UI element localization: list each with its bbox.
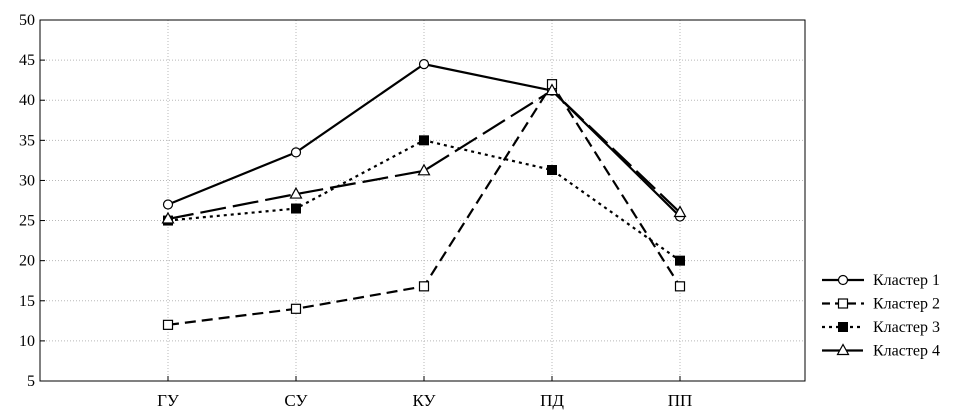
y-tick-label: 50 (19, 12, 35, 29)
legend-label: Кластер 3 (873, 319, 940, 336)
legend-item: Кластер 2 (822, 296, 940, 313)
y-axis-ticks: 5 10 15 20 25 30 35 40 45 50 (19, 12, 45, 390)
data-point (291, 203, 301, 214)
y-tick-label: 20 (19, 253, 35, 270)
y-tick-label: 40 (19, 92, 35, 109)
x-tick-label: ГУ (157, 391, 180, 410)
data-point (675, 255, 685, 266)
series-line (167, 89, 681, 221)
legend-marker (837, 274, 849, 286)
plot-frame (39, 19, 806, 382)
legend-item: Кластер 3 (822, 319, 940, 336)
data-point (417, 163, 431, 176)
y-tick-label: 5 (27, 373, 35, 390)
legend: Кластер 1 Кластер 2 Кластер 3 Кластер 4 (822, 272, 940, 360)
legend-item: Кластер 4 (822, 343, 940, 360)
data-point (162, 319, 174, 330)
y-tick-label: 10 (19, 333, 35, 350)
legend-marker (838, 322, 848, 332)
x-tick-label: ПД (540, 391, 564, 410)
series-2 (162, 79, 686, 330)
data-point (290, 303, 302, 314)
y-tick-label: 45 (19, 52, 35, 69)
data-point (162, 199, 174, 210)
data-point (674, 281, 686, 292)
x-tick-label: ПП (668, 391, 693, 410)
data-point (290, 147, 302, 158)
data-point (289, 186, 303, 199)
data-point (161, 211, 175, 224)
data-point (418, 59, 430, 70)
legend-marker (836, 343, 850, 356)
data-point (673, 205, 687, 218)
data-point (547, 165, 557, 176)
grid-lines (40, 20, 805, 381)
data-point (545, 83, 559, 96)
data-point (419, 135, 429, 146)
legend-marker (837, 298, 849, 309)
x-axis-ticks: ГУ СУ КУ ПД ПП (157, 376, 692, 410)
y-tick-label: 15 (19, 293, 35, 310)
x-tick-label: СУ (284, 391, 308, 410)
series-4 (161, 83, 687, 224)
y-tick-label: 35 (19, 132, 35, 149)
y-tick-label: 25 (19, 213, 35, 230)
legend-label: Кластер 4 (873, 343, 940, 360)
legend-label: Кластер 1 (873, 272, 940, 289)
legend-label: Кластер 2 (873, 296, 940, 313)
series-layer (161, 59, 687, 330)
legend-item: Кластер 1 (822, 272, 940, 289)
y-tick-label: 30 (19, 172, 35, 189)
x-tick-label: КУ (412, 391, 436, 410)
data-point (418, 281, 430, 292)
